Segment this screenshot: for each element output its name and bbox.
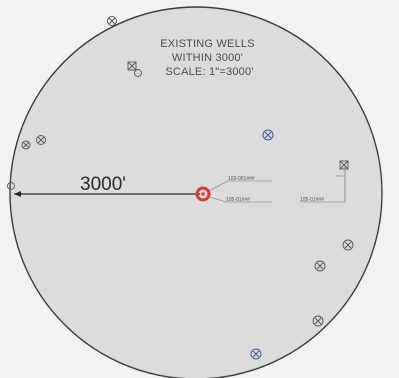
circled-x-well-icon xyxy=(21,140,31,150)
circled-x-well-icon xyxy=(250,348,262,360)
circled-x-well-icon xyxy=(262,129,274,141)
circled-x-well-icon xyxy=(134,69,142,77)
leader-line xyxy=(206,195,227,203)
circled-x-well-icon xyxy=(314,260,326,272)
radius-distance-label: 3000' xyxy=(80,174,126,195)
circled-x-well-icon xyxy=(312,315,324,327)
map-scale-label: SCALE: 1"=3000' xyxy=(165,66,254,78)
square-well-icon xyxy=(339,160,349,170)
center-well-icon xyxy=(195,186,211,202)
map-title-line-2: WITHIN 3000' xyxy=(171,52,244,64)
circled-x-well-icon xyxy=(107,16,117,26)
radius-arrowhead xyxy=(14,191,21,197)
well-label: 105-01### xyxy=(226,197,250,203)
circled-x-well-icon xyxy=(36,135,46,145)
square-well-icon xyxy=(127,61,137,71)
well-label: 103-001### xyxy=(228,176,255,182)
circled-x-well-icon xyxy=(342,239,354,251)
circled-x-well-icon xyxy=(7,182,15,190)
leader-line xyxy=(206,180,229,193)
center-well-dot xyxy=(201,192,205,196)
well-label: 105-01### xyxy=(300,197,324,203)
map-title-line-1: EXISTING WELLS xyxy=(160,38,255,50)
